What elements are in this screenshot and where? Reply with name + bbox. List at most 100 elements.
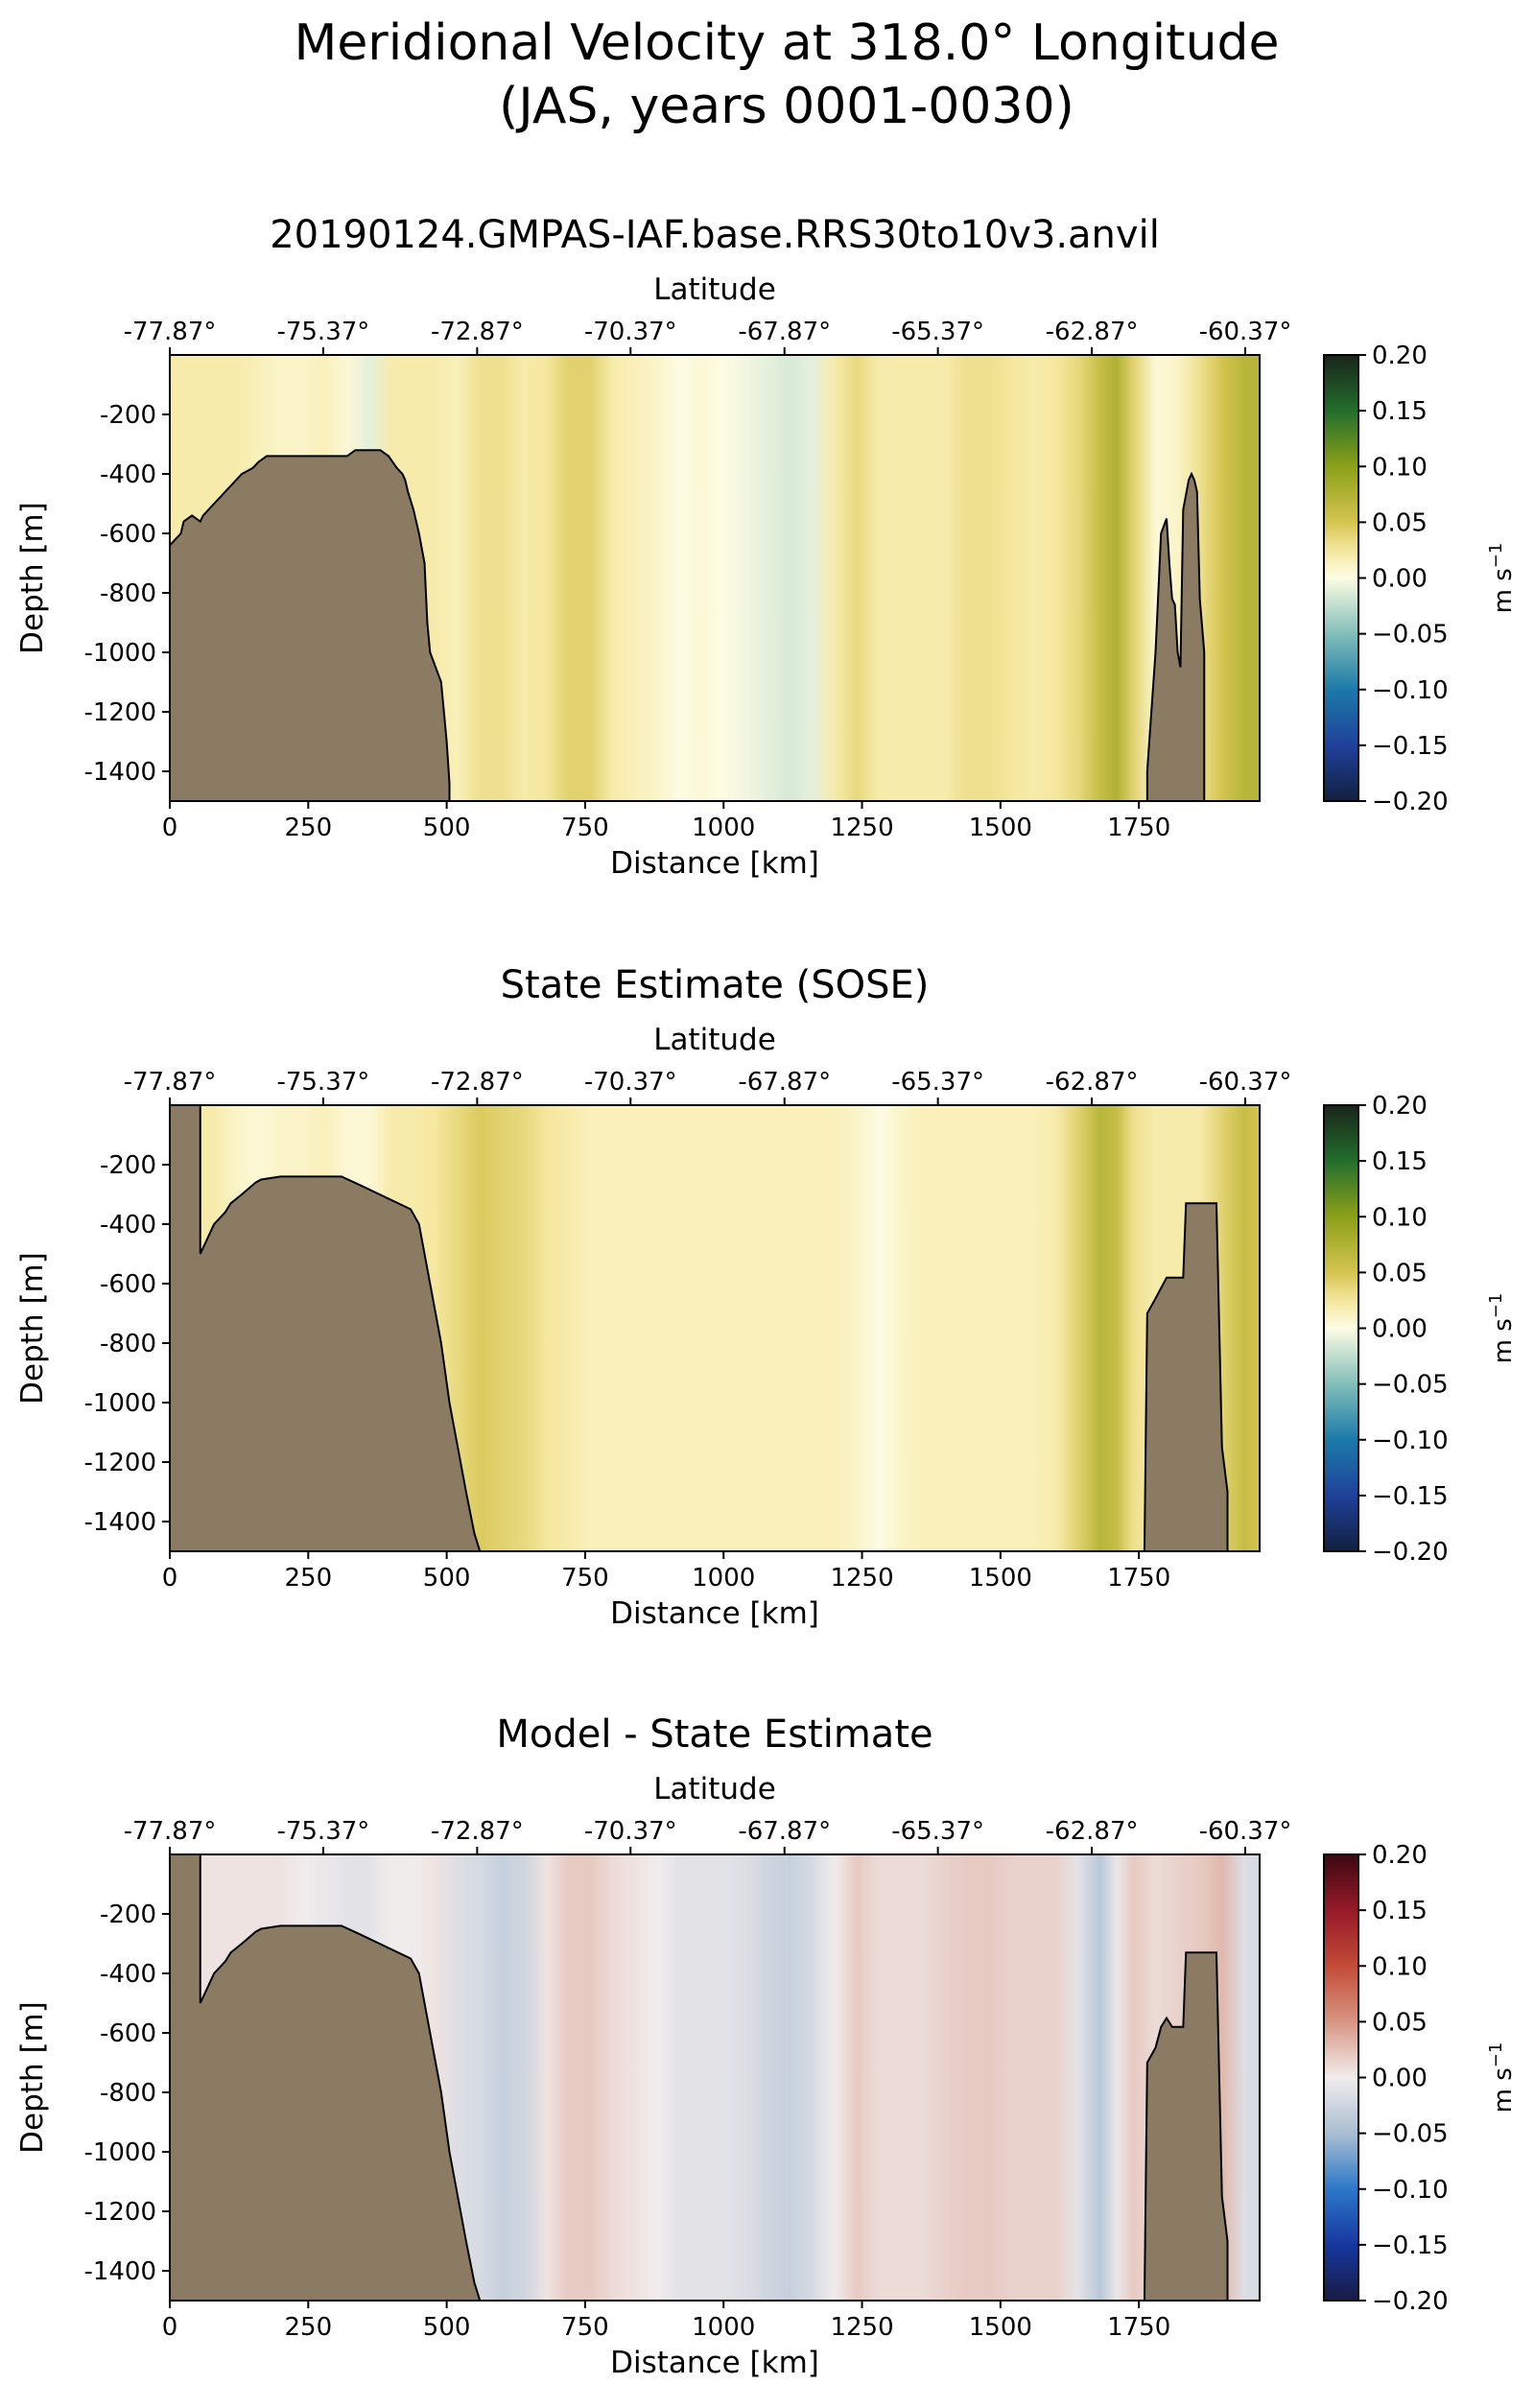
panel-title: 20190124.GMPAS-IAF.base.RRS30to10v3.anvi… — [270, 213, 1160, 257]
colorbar — [1323, 354, 1359, 802]
axes-frame — [169, 1104, 1261, 1552]
y-tick-label: -1400 — [83, 2257, 156, 2286]
colorbar-tick-label: −0.05 — [1372, 2120, 1449, 2149]
x-tick-label: 500 — [423, 814, 471, 842]
top-tick-label: -60.37° — [1199, 318, 1292, 346]
x-tick-label: 1250 — [830, 814, 893, 842]
top-tick-label: -72.87° — [431, 318, 524, 346]
top-tick-label: -70.37° — [584, 1068, 677, 1097]
y-axis-label: Depth [m] — [15, 502, 50, 654]
colorbar-tick-label: 0.00 — [1372, 2065, 1428, 2093]
panel-title: Model - State Estimate — [496, 1712, 932, 1757]
y-tick-label: -600 — [100, 2019, 156, 2048]
colorbar-tick-label: 0.00 — [1372, 1315, 1428, 1344]
y-tick-label: -200 — [100, 1900, 156, 1929]
colorbar-tick-label: 0.10 — [1372, 1203, 1428, 1232]
x-tick-label: 1000 — [692, 814, 755, 842]
x-tick-label: 750 — [561, 2313, 609, 2342]
colorbar-tick-label: −0.05 — [1372, 1371, 1449, 1400]
x-tick-label: 250 — [284, 2313, 332, 2342]
x-tick-label: 250 — [284, 1564, 332, 1593]
colorbar-tick-label: 0.15 — [1372, 1897, 1428, 1925]
x-tick-label: 750 — [561, 1564, 609, 1593]
top-tick-label: -75.37° — [276, 1068, 369, 1097]
y-tick-label: -800 — [100, 1330, 156, 1358]
colorbar-tick-label: −0.10 — [1372, 676, 1449, 705]
colorbar-tick-label: −0.15 — [1372, 2231, 1449, 2260]
colorbar-tick-label: −0.15 — [1372, 1482, 1449, 1511]
y-tick-label: -400 — [100, 1211, 156, 1239]
colorbar-tick-label: −0.20 — [1372, 788, 1449, 816]
figure-title-line2: (JAS, years 0001-0030) — [499, 78, 1074, 135]
y-tick-label: -800 — [100, 2079, 156, 2108]
x-tick-label: 1750 — [1107, 814, 1170, 842]
y-tick-label: -600 — [100, 520, 156, 549]
colorbar-label-exponent: −1 — [1486, 2042, 1506, 2068]
x-tick-label: 500 — [423, 1564, 471, 1593]
colorbar-tick-label: 0.05 — [1372, 1259, 1428, 1287]
top-tick-label: -72.87° — [431, 1817, 524, 1846]
x-axis-label: Distance [km] — [610, 2346, 819, 2380]
y-tick-label: -1000 — [83, 1389, 156, 1418]
y-tick-label: -1400 — [83, 758, 156, 787]
y-tick-label: -1000 — [83, 639, 156, 668]
y-tick-label: -400 — [100, 1960, 156, 1989]
y-axis-label: Depth [m] — [15, 2001, 50, 2154]
colorbar-tick-label: −0.05 — [1372, 621, 1449, 649]
y-tick-label: -400 — [100, 460, 156, 489]
x-tick-label: 1750 — [1107, 2313, 1170, 2342]
colorbar-tick-label: −0.10 — [1372, 2176, 1449, 2205]
colorbar-tick-label: −0.20 — [1372, 2287, 1449, 2316]
x-tick-label: 1500 — [969, 1564, 1032, 1593]
top-tick-label: -77.87° — [124, 1068, 217, 1097]
x-tick-label: 0 — [162, 814, 178, 842]
colorbar-tick-label: −0.10 — [1372, 1427, 1449, 1455]
top-tick-label: -75.37° — [276, 318, 369, 346]
top-tick-label: -62.87° — [1046, 1068, 1139, 1097]
colorbar-label: m s−1 — [1486, 2042, 1518, 2113]
top-axis-label: Latitude — [653, 1772, 776, 1806]
chart-panel-1: 20190124.GMPAS-IAF.base.RRS30to10v3.anvi… — [15, 213, 1518, 881]
colorbar-tick-label: 0.10 — [1372, 1952, 1428, 1981]
top-tick-label: -62.87° — [1046, 1817, 1139, 1846]
top-axis-label: Latitude — [653, 1023, 776, 1057]
top-tick-label: -60.37° — [1199, 1817, 1292, 1846]
bathymetry-left — [169, 1853, 482, 2302]
top-tick-label: -65.37° — [891, 1068, 984, 1097]
top-tick-label: -75.37° — [276, 1817, 369, 1846]
colorbar-label-exponent: −1 — [1486, 1293, 1506, 1319]
x-tick-label: 1000 — [692, 2313, 755, 2342]
top-tick-label: -67.87° — [738, 1817, 831, 1846]
x-tick-label: 1000 — [692, 1564, 755, 1593]
top-tick-label: -65.37° — [891, 318, 984, 346]
colorbar-tick-label: −0.15 — [1372, 732, 1449, 761]
top-tick-label: -65.37° — [891, 1817, 984, 1846]
x-axis-label: Distance [km] — [610, 846, 819, 881]
panel-title: State Estimate (SOSE) — [501, 963, 930, 1007]
x-tick-label: 750 — [561, 814, 609, 842]
colorbar-tick-label: 0.05 — [1372, 508, 1428, 537]
colorbar-tick-label: 0.20 — [1372, 342, 1428, 370]
axes-frame — [169, 354, 1261, 802]
x-tick-label: 1750 — [1107, 1564, 1170, 1593]
top-tick-label: -70.37° — [584, 318, 677, 346]
y-tick-label: -1200 — [83, 698, 156, 727]
x-tick-label: 1250 — [830, 1564, 893, 1593]
x-tick-label: 1500 — [969, 2313, 1032, 2342]
colorbar-tick-label: 0.20 — [1372, 1092, 1428, 1121]
y-tick-label: -1000 — [83, 2138, 156, 2167]
top-tick-label: -72.87° — [431, 1068, 524, 1097]
chart-panel-2: State Estimate (SOSE) 0 250 500 750 1000 1250 1… — [15, 963, 1518, 1631]
colorbar-tick-label: 0.15 — [1372, 397, 1428, 426]
colorbar — [1323, 1853, 1359, 2302]
axes-frame — [169, 1853, 1261, 2302]
top-tick-label: -62.87° — [1046, 318, 1139, 346]
top-tick-label: -67.87° — [738, 1068, 831, 1097]
bathymetry-right — [1145, 471, 1206, 802]
colorbar-label: m s−1 — [1486, 1293, 1518, 1364]
colorbar-tick-label: 0.00 — [1372, 565, 1428, 594]
x-tick-label: 0 — [162, 1564, 178, 1593]
y-tick-label: -200 — [100, 401, 156, 430]
y-tick-label: -600 — [100, 1270, 156, 1299]
x-tick-label: 250 — [284, 814, 332, 842]
